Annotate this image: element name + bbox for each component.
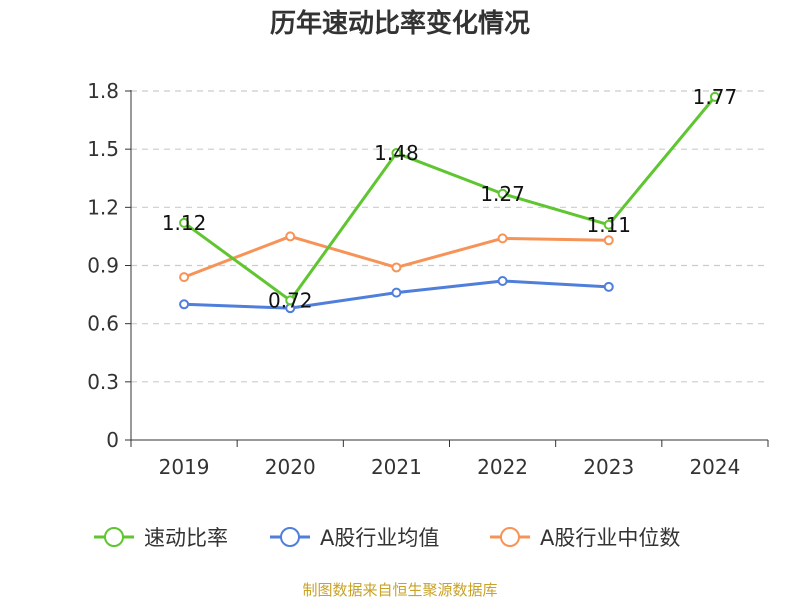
source-note: 制图数据来自恒生聚源数据库 (302, 581, 497, 599)
legend-marker (280, 527, 300, 547)
data-point (709, 91, 720, 102)
legend-label: 速动比率 (144, 526, 228, 550)
legend-marker (104, 527, 124, 547)
data-point (391, 262, 402, 273)
data-point (179, 217, 190, 228)
x-tick-label: 2024 (689, 455, 740, 479)
x-tick-label: 2020 (265, 455, 316, 479)
data-point (179, 272, 190, 283)
x-tick-label: 2019 (159, 455, 210, 479)
series-line (183, 95, 717, 302)
x-tick-label: 2023 (583, 455, 634, 479)
data-label: 1.27 (480, 182, 525, 206)
data-point (285, 231, 296, 242)
legend-label: A股行业中位数 (540, 526, 680, 550)
y-tick-label: 1.5 (87, 137, 119, 161)
y-tick-label: 1.8 (87, 79, 119, 103)
data-label: 1.11 (586, 213, 631, 237)
series-lines (179, 91, 720, 314)
data-label: 1.12 (162, 211, 207, 235)
data-label: 0.72 (268, 288, 313, 312)
data-point (603, 219, 614, 230)
legend-marker (500, 527, 520, 547)
y-tick-label: 0.6 (87, 312, 119, 336)
data-point (497, 233, 508, 244)
data-point (603, 235, 614, 246)
chart-title: 历年速动比率变化情况 (270, 8, 530, 39)
grid-lines (131, 90, 768, 383)
y-tick-label: 1.2 (87, 195, 119, 219)
y-tick-label: 0.9 (87, 254, 119, 278)
data-point (603, 281, 614, 292)
data-point (391, 287, 402, 298)
x-tick-label: 2021 (371, 455, 422, 479)
data-point (391, 148, 402, 159)
y-tick-label: 0 (106, 428, 119, 452)
axes: 0 0.3 0.6 0.9 1.2 1.5 1.8 2019 2020 2021 2022 2023 2… (87, 79, 769, 479)
data-point (497, 276, 508, 287)
data-label: 1.48 (374, 141, 419, 165)
data-point (285, 295, 296, 306)
legend-label: A股行业均值 (320, 526, 439, 550)
data-point (497, 188, 508, 199)
legend: 速动比率 A股行业均值 A股行业中位数 (94, 526, 680, 550)
y-tick-label: 0.3 (87, 370, 119, 394)
data-labels: 1.12 0.72 1.48 1.27 1.11 1.77 (162, 85, 737, 313)
x-tick-label: 2022 (477, 455, 528, 479)
data-label: 1.77 (693, 85, 738, 109)
data-point (179, 299, 190, 310)
